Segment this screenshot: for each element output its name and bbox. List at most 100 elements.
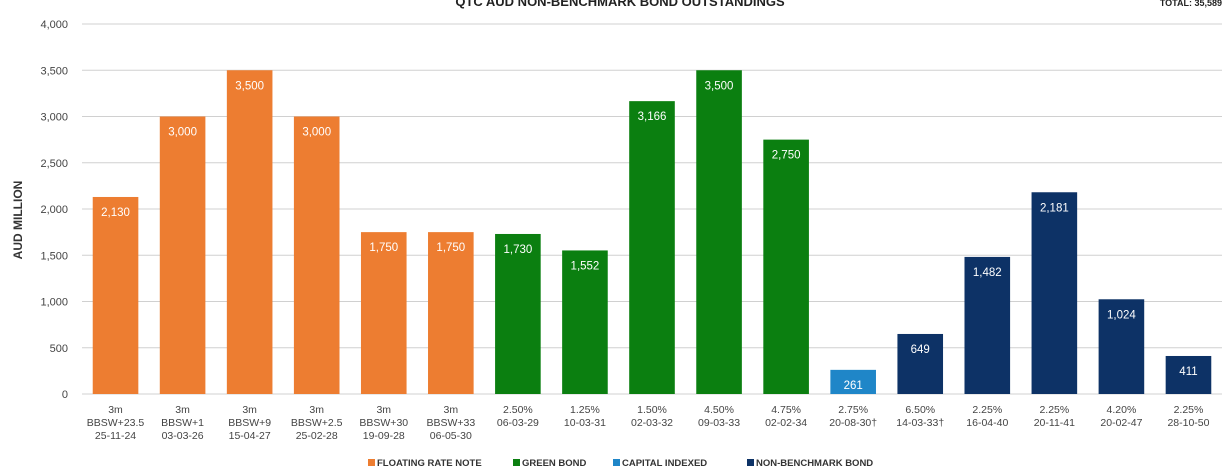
data-label: 1,750 (436, 242, 465, 254)
data-label: 1,730 (503, 244, 532, 256)
y-tick-label: 1,000 (40, 297, 68, 309)
x-tick-label: 20-11-41 (1034, 417, 1075, 429)
x-tick-label: 2.75% (838, 404, 868, 416)
bar (495, 233, 541, 394)
x-tick-label: 06-05-30 (430, 430, 472, 442)
x-tick-label: BBSW+9 (228, 417, 271, 429)
data-label: 1,482 (973, 267, 1002, 279)
x-tick-label: 3m (376, 404, 391, 416)
legend-label: FLOATING RATE NOTE (377, 458, 482, 469)
legend-label: GREEN BOND (522, 458, 587, 469)
x-tick-label: 2.25% (972, 404, 1002, 416)
y-tick-label: 4,000 (40, 19, 68, 31)
x-tick-label: 1.25% (570, 404, 600, 416)
legend-label: CAPITAL INDEXED (622, 458, 707, 469)
x-tick-label: 3m (309, 404, 324, 416)
x-tick-label: 2.25% (1174, 404, 1204, 416)
chart-title: QTC AUD NON-BENCHMARK BOND OUTSTANDINGS (455, 0, 785, 9)
x-tick-label: 19-09-28 (363, 430, 405, 442)
data-label: 2,181 (1040, 202, 1069, 214)
x-tick-label: 02-02-34 (765, 417, 807, 429)
x-tick-label: 3m (175, 404, 190, 416)
x-tick-label: BBSW+23.5 (87, 417, 145, 429)
data-label: 1,024 (1107, 309, 1136, 321)
bar (159, 116, 206, 394)
x-tick-label: 4.20% (1107, 404, 1137, 416)
bar (1031, 192, 1078, 394)
x-tick-label: 6.50% (905, 404, 935, 416)
x-tick-label: 16-04-40 (966, 417, 1008, 429)
x-tick-label: 4.50% (704, 404, 734, 416)
x-tick-label: 3m (242, 404, 257, 416)
data-label: 649 (911, 344, 930, 356)
x-tick-label: 28-10-50 (1167, 417, 1209, 429)
bar (562, 250, 608, 394)
x-tick-label: 3m (108, 404, 123, 416)
legend: FLOATING RATE NOTE GREEN BOND CAPITAL INDE… (368, 458, 873, 469)
x-tick-label: BBSW+30 (359, 417, 408, 429)
data-label: 261 (844, 380, 863, 392)
x-tick-label: BBSW+33 (426, 417, 475, 429)
data-label: 1,750 (369, 242, 398, 254)
y-tick-label: 3,500 (40, 65, 68, 77)
data-label: 411 (1179, 366, 1197, 378)
legend-swatch (747, 459, 754, 466)
legend-swatch (613, 459, 620, 466)
bar (897, 333, 944, 394)
bar (226, 70, 273, 394)
legend-swatch (368, 459, 375, 466)
y-tick-label: 3,000 (40, 112, 68, 124)
x-tick-label: 4.75% (771, 404, 801, 416)
x-tick-label: 15-04-27 (229, 430, 271, 442)
total-label: TOTAL: 35,589 (1160, 0, 1222, 8)
x-tick-label: 02-03-32 (631, 417, 673, 429)
x-tick-label: 25-11-24 (95, 430, 136, 442)
y-tick-label: 2,500 (40, 158, 68, 170)
bar (696, 70, 742, 394)
x-tick-label: 25-02-28 (296, 430, 338, 442)
x-tick-label: 06-03-29 (497, 417, 539, 429)
bar (360, 232, 407, 394)
bar (964, 256, 1011, 394)
data-label: 3,000 (302, 127, 331, 139)
x-tick-label: 20-02-47 (1100, 417, 1142, 429)
x-tick-label: 2.25% (1039, 404, 1069, 416)
x-axis-ticks: 3mBBSW+23.525-11-243mBBSW+103-03-263mBBS… (87, 404, 1210, 442)
data-label: 2,130 (101, 207, 130, 219)
bar (293, 116, 340, 394)
y-tick-label: 0 (62, 389, 68, 401)
bar (428, 232, 474, 394)
y-tick-label: 500 (50, 343, 68, 355)
bar (92, 196, 139, 394)
x-tick-label: 2.50% (503, 404, 533, 416)
bars (92, 70, 1212, 395)
x-tick-label: 03-03-26 (162, 430, 204, 442)
legend-label: NON-BENCHMARK BOND (756, 458, 873, 469)
bar (830, 369, 876, 394)
y-tick-label: 2,000 (40, 204, 68, 216)
bar (763, 139, 809, 394)
x-tick-label: 20-08-30† (829, 417, 877, 429)
x-tick-label: 14-03-33† (896, 417, 944, 429)
bar (1098, 299, 1145, 394)
y-axis-label: AUD MILLION (11, 181, 25, 260)
data-label: 3,166 (638, 111, 667, 123)
data-label: 3,000 (168, 127, 197, 139)
x-tick-label: 09-03-33 (698, 417, 740, 429)
x-tick-label: 3m (444, 404, 459, 416)
x-tick-label: 1.50% (637, 404, 667, 416)
x-tick-label: 10-03-31 (564, 417, 606, 429)
data-label: 1,552 (571, 260, 600, 272)
y-tick-label: 1,500 (40, 250, 68, 262)
data-label: 3,500 (705, 80, 734, 92)
bar (1165, 355, 1212, 394)
x-tick-label: BBSW+2.5 (291, 417, 343, 429)
y-axis-ticks: 0 500 1,000 1,500 2,000 2,500 3,000 3,500 4,000 (40, 19, 68, 401)
data-label: 2,750 (772, 150, 801, 162)
bar (629, 101, 675, 395)
x-tick-label: BBSW+1 (161, 417, 204, 429)
data-label: 3,500 (235, 80, 264, 92)
legend-swatch (513, 459, 520, 466)
data-labels: 2,130 3,000 3,500 3,000 1,750 1,750 1,730 1,552… (101, 80, 1198, 392)
